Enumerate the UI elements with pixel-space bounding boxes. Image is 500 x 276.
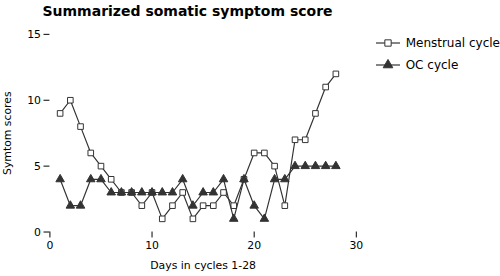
svg-text:10: 10: [27, 94, 41, 107]
svg-text:0: 0: [46, 239, 53, 252]
svg-text:30: 30: [349, 239, 363, 252]
html-text:Summarized somatic symptom sco: Summarized somatic symptom score: [42, 3, 333, 19]
svg-text:Days in cycles 1-28: Days in cycles 1-28: [150, 259, 256, 271]
svg-text:5: 5: [34, 160, 41, 173]
svg-text:15: 15: [27, 28, 41, 41]
svg-text:10: 10: [145, 239, 159, 252]
svg-text:20: 20: [247, 239, 261, 252]
svg-text:Symtom scores: Symtom scores: [1, 91, 14, 175]
svg-text:0: 0: [34, 226, 41, 239]
html-text:OC cycle: OC cycle: [405, 58, 459, 72]
html-text:Menstrual cycle: Menstrual cycle: [405, 36, 500, 50]
